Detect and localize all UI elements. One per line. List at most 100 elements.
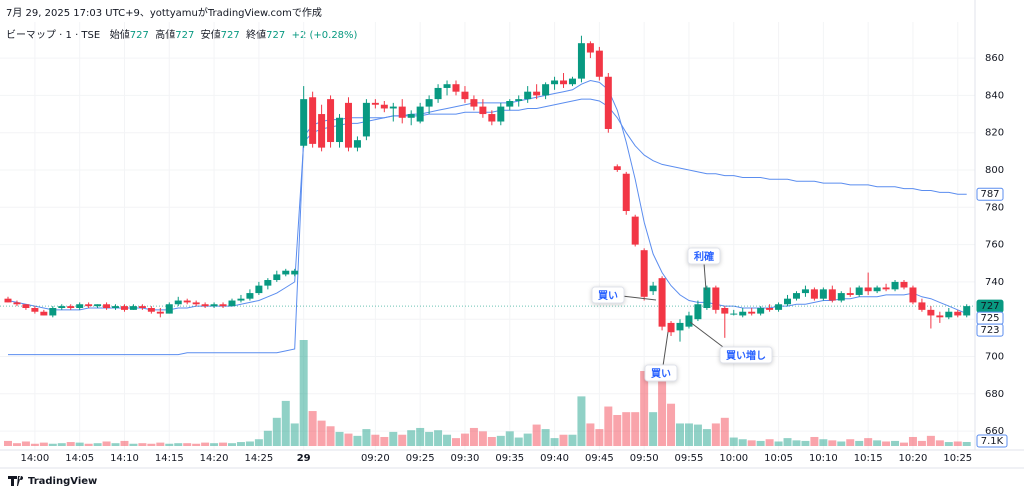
annotation-leader [703,262,707,291]
candle-body [13,302,21,305]
candle-body [927,309,935,316]
candle-body [479,106,487,115]
volume-bar [640,371,649,446]
candle-body [174,300,182,305]
candle-body [622,173,630,212]
high-label: 高値 [155,30,176,41]
candle-body [721,308,729,314]
x-tick-label: 10:20 [899,453,928,464]
candle-body [120,306,128,310]
caption: 7月 29, 2025 17:03 UTC+9、yottyamuがTrading… [6,8,322,19]
volume-bar [559,434,568,446]
volume-bar [649,412,658,446]
candle-body [936,315,944,318]
annotation-leader [621,295,657,301]
volume-bar [622,412,631,446]
volume-bar [102,441,111,446]
volume-bar [658,372,667,446]
close-label: 終値 [246,30,267,41]
candle-body [766,308,774,310]
volume-bar [586,423,595,446]
volume-bar [192,443,201,446]
volume-bar [75,442,84,446]
volume-bar [577,396,586,446]
x-tick-label: 10:25 [943,453,972,464]
candle-body [658,278,666,327]
volume-bar [667,403,676,446]
y-tick-label: 840 [985,90,1004,101]
candle-body [255,285,263,294]
candle-body [595,50,603,77]
candle-body [246,293,254,299]
candle-body [183,300,191,303]
y-tick-label: 800 [985,165,1004,176]
candle-body [362,102,370,137]
candle-body [389,106,397,109]
candle-body [452,84,460,92]
x-tick-label: 09:35 [495,453,524,464]
candle-body [425,99,433,107]
candle-body [22,304,30,308]
candle-body [129,306,137,310]
candle-body [515,99,523,101]
candle-body [470,99,478,107]
x-tick-label: 09:30 [451,453,480,464]
candle-body [784,298,792,305]
volume-bar [541,429,550,446]
candle-body [730,313,738,315]
candle-body [801,289,809,294]
volume-bar [174,443,183,446]
candle-body [282,270,290,275]
volume-bar [828,440,837,446]
volume-bar [855,440,864,446]
volume-bar [676,423,684,446]
volume-bar [774,441,783,446]
candle-body [31,308,39,312]
price-badge-label: 723 [980,325,999,336]
candle-body [524,91,532,100]
candle-body [398,106,406,118]
x-tick-label: 09:55 [675,453,704,464]
candle-body [873,287,881,292]
volume-bar [747,440,756,446]
candle-body [577,43,585,79]
candle-body [353,140,361,148]
annotation-box [687,247,721,265]
x-tick-label: 09:45 [585,453,614,464]
price-badge [976,187,1004,201]
indicator-line [8,98,967,356]
volume-bar [156,442,165,446]
candle-body [506,101,514,107]
volume-bar [12,443,21,446]
volume-bar [362,429,371,446]
candle-body [138,306,146,308]
candle-body [855,287,863,295]
volume-bar [183,443,192,446]
candle-body [533,91,541,96]
annotation-leader [689,321,728,351]
candle-body [604,76,612,129]
volume-bar [693,424,702,446]
volume-bar [819,439,828,446]
volume-bar [335,431,344,446]
candle-body [586,43,594,53]
annotation-label: 利確 [694,250,714,263]
volume-bar [371,434,380,446]
annotation-box [719,346,773,364]
volume-bar [165,443,174,446]
volume-bar [236,442,245,446]
volume-bar [684,423,693,446]
candle-body [49,308,57,316]
x-tick-label: 14:15 [155,453,184,464]
x-tick-label: 14:10 [110,453,139,464]
candle-body [147,308,155,312]
volume-bar [953,441,962,446]
volume-bar [532,424,541,446]
candle-body [94,304,102,307]
volume-bar [478,431,487,446]
low-label: 安値 [200,30,221,41]
candle-body [309,97,317,144]
high-value: 727 [175,30,195,41]
candle-body [103,304,111,308]
